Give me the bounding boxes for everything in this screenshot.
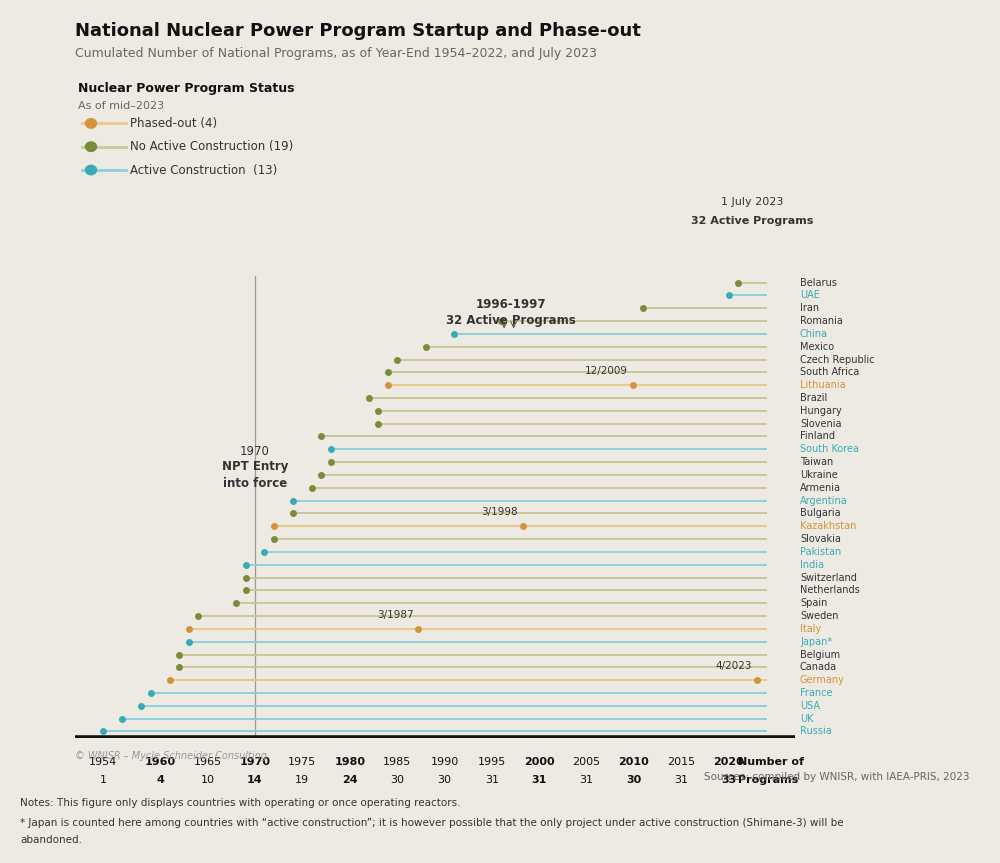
Text: India: India xyxy=(800,560,824,570)
Text: 1954: 1954 xyxy=(89,757,118,767)
Text: Slovakia: Slovakia xyxy=(800,534,841,544)
Text: Mexico: Mexico xyxy=(800,342,834,352)
Text: Armenia: Armenia xyxy=(800,482,841,493)
Text: 1970: 1970 xyxy=(240,757,270,767)
Text: Ukraine: Ukraine xyxy=(800,470,838,480)
Text: Brazil: Brazil xyxy=(800,393,827,403)
Text: Hungary: Hungary xyxy=(800,406,842,416)
Text: 1965: 1965 xyxy=(194,757,222,767)
Text: 1996-1997
32 Active Programs: 1996-1997 32 Active Programs xyxy=(446,299,576,327)
Text: 1980: 1980 xyxy=(334,757,365,767)
Text: NPT Entry
into force: NPT Entry into force xyxy=(222,460,288,490)
Text: 1995: 1995 xyxy=(478,757,506,767)
Text: © WNISR – Mycle Schneider Consulting: © WNISR – Mycle Schneider Consulting xyxy=(75,751,267,761)
Text: Belgium: Belgium xyxy=(800,650,840,659)
Text: Active Construction  (13): Active Construction (13) xyxy=(130,163,277,177)
Text: abandoned.: abandoned. xyxy=(20,835,82,846)
Text: Netherlands: Netherlands xyxy=(800,585,860,595)
Text: South Korea: South Korea xyxy=(800,444,859,454)
Text: National Nuclear Power Program Startup and Phase-out: National Nuclear Power Program Startup a… xyxy=(75,22,641,40)
Text: 4: 4 xyxy=(156,775,164,785)
Text: Switzerland: Switzerland xyxy=(800,572,857,583)
Text: Russia: Russia xyxy=(800,727,832,736)
Text: Canada: Canada xyxy=(800,662,837,672)
Text: Argentina: Argentina xyxy=(800,495,848,506)
Text: Iran: Iran xyxy=(800,303,819,313)
Text: Pakistan: Pakistan xyxy=(800,547,841,557)
Text: Bulgaria: Bulgaria xyxy=(800,508,841,519)
Text: 2005: 2005 xyxy=(573,757,601,767)
Text: Spain: Spain xyxy=(800,598,827,608)
Text: 30: 30 xyxy=(626,775,642,785)
Text: Slovenia: Slovenia xyxy=(800,419,841,429)
Text: 32 Active Programs: 32 Active Programs xyxy=(691,216,814,226)
Text: 19: 19 xyxy=(295,775,309,785)
Text: South Africa: South Africa xyxy=(800,368,859,377)
Text: 3/1987: 3/1987 xyxy=(377,610,414,620)
Text: Phased-out (4): Phased-out (4) xyxy=(130,117,217,130)
Text: Finland: Finland xyxy=(800,432,835,442)
Text: Number of: Number of xyxy=(738,757,804,767)
Text: 1: 1 xyxy=(100,775,107,785)
Text: 30: 30 xyxy=(390,775,404,785)
Text: 3/1998: 3/1998 xyxy=(481,507,518,517)
Text: Romania: Romania xyxy=(800,316,843,326)
Text: Sources: compiled by WNISR, with IAEA-PRIS, 2023: Sources: compiled by WNISR, with IAEA-PR… xyxy=(704,772,970,783)
Text: 10: 10 xyxy=(201,775,215,785)
Text: 31: 31 xyxy=(674,775,688,785)
Text: 4/2023: 4/2023 xyxy=(716,661,752,671)
Text: As of mid–2023: As of mid–2023 xyxy=(78,101,164,111)
Text: 1 July 2023: 1 July 2023 xyxy=(721,197,784,207)
Text: Nuclear Power Program Status: Nuclear Power Program Status xyxy=(78,82,294,95)
Text: 33: 33 xyxy=(721,775,736,785)
Text: 2015: 2015 xyxy=(667,757,695,767)
Text: 1960: 1960 xyxy=(145,757,176,767)
Text: Belarus: Belarus xyxy=(800,278,837,287)
Text: USA: USA xyxy=(800,701,820,711)
Text: Kazakhstan: Kazakhstan xyxy=(800,521,856,532)
Text: China: China xyxy=(800,329,828,339)
Text: 12/2009: 12/2009 xyxy=(585,366,628,376)
Text: 2010: 2010 xyxy=(619,757,649,767)
Text: * Japan is counted here among countries with “active construction”; it is howeve: * Japan is counted here among countries … xyxy=(20,818,844,828)
Text: Germany: Germany xyxy=(800,675,845,685)
Text: Taiwan: Taiwan xyxy=(800,457,833,467)
Text: No Active Construction (19): No Active Construction (19) xyxy=(130,140,293,154)
Text: Programs: Programs xyxy=(738,775,798,785)
Text: 1975: 1975 xyxy=(288,757,316,767)
Text: Italy: Italy xyxy=(800,624,821,633)
Text: 31: 31 xyxy=(532,775,547,785)
Text: Notes: This figure only displays countries with operating or once operating reac: Notes: This figure only displays countri… xyxy=(20,798,460,809)
Text: UK: UK xyxy=(800,714,813,724)
Text: 31: 31 xyxy=(580,775,594,785)
Text: Sweden: Sweden xyxy=(800,611,838,621)
Text: Cumulated Number of National Programs, as of Year-End 1954–2022, and July 2023: Cumulated Number of National Programs, a… xyxy=(75,47,597,60)
Text: 1990: 1990 xyxy=(430,757,459,767)
Text: Lithuania: Lithuania xyxy=(800,381,846,390)
Text: 1985: 1985 xyxy=(383,757,411,767)
Text: UAE: UAE xyxy=(800,290,820,300)
Text: Japan*: Japan* xyxy=(800,637,832,646)
Text: 2020: 2020 xyxy=(713,757,744,767)
Text: 1970: 1970 xyxy=(240,445,270,458)
Text: 30: 30 xyxy=(437,775,451,785)
Text: 24: 24 xyxy=(342,775,358,785)
Text: 31: 31 xyxy=(485,775,499,785)
Text: Czech Republic: Czech Republic xyxy=(800,355,875,364)
Text: 14: 14 xyxy=(247,775,263,785)
Text: France: France xyxy=(800,688,832,698)
Text: 2000: 2000 xyxy=(524,757,555,767)
